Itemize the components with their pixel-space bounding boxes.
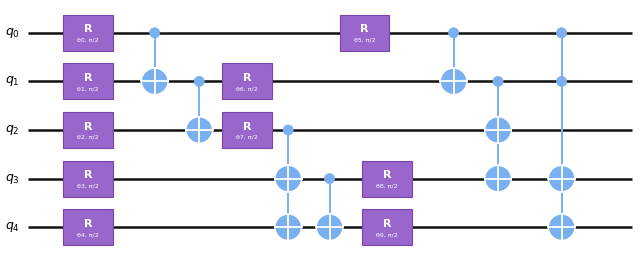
Ellipse shape [548, 214, 575, 240]
FancyBboxPatch shape [63, 63, 113, 99]
Text: $q_{3}$: $q_{3}$ [5, 172, 20, 186]
Ellipse shape [283, 125, 293, 135]
FancyBboxPatch shape [340, 15, 389, 51]
FancyBboxPatch shape [222, 112, 271, 148]
Text: $q_{2}$: $q_{2}$ [5, 123, 20, 137]
Ellipse shape [275, 214, 301, 240]
Text: θ2, π/2: θ2, π/2 [77, 135, 99, 140]
Text: R: R [84, 73, 92, 83]
Ellipse shape [493, 76, 503, 86]
FancyBboxPatch shape [362, 161, 412, 197]
Text: $q_{4}$: $q_{4}$ [5, 220, 20, 234]
Ellipse shape [283, 174, 293, 184]
Text: θ6, π/2: θ6, π/2 [236, 86, 258, 91]
FancyBboxPatch shape [222, 63, 271, 99]
Text: R: R [84, 170, 92, 180]
Text: $q_{0}$: $q_{0}$ [5, 26, 20, 40]
Text: θ4, π/2: θ4, π/2 [77, 232, 99, 237]
Ellipse shape [484, 117, 511, 143]
Ellipse shape [493, 125, 503, 135]
Ellipse shape [548, 165, 575, 192]
FancyBboxPatch shape [63, 112, 113, 148]
FancyBboxPatch shape [362, 209, 412, 245]
Text: R: R [84, 24, 92, 35]
Text: θ3, π/2: θ3, π/2 [77, 183, 99, 188]
Text: θ1, π/2: θ1, π/2 [77, 86, 99, 91]
Text: θ9, π/2: θ9, π/2 [376, 232, 397, 237]
FancyBboxPatch shape [63, 161, 113, 197]
Ellipse shape [150, 28, 160, 38]
Text: R: R [383, 219, 391, 229]
Ellipse shape [557, 28, 566, 38]
Ellipse shape [275, 165, 301, 192]
Text: θ8, π/2: θ8, π/2 [376, 183, 397, 188]
Ellipse shape [440, 68, 467, 95]
Text: θ5, π/2: θ5, π/2 [354, 38, 375, 43]
Text: θ7, π/2: θ7, π/2 [236, 135, 258, 140]
Text: $q_{1}$: $q_{1}$ [5, 74, 20, 88]
Ellipse shape [484, 165, 511, 192]
Text: θ0, π/2: θ0, π/2 [77, 38, 99, 43]
Text: R: R [243, 122, 251, 132]
Ellipse shape [186, 117, 212, 143]
Text: R: R [84, 122, 92, 132]
Ellipse shape [194, 76, 204, 86]
Ellipse shape [557, 76, 566, 86]
Ellipse shape [141, 68, 168, 95]
Text: R: R [360, 24, 369, 35]
Ellipse shape [449, 28, 459, 38]
Text: R: R [243, 73, 251, 83]
FancyBboxPatch shape [63, 15, 113, 51]
Text: R: R [84, 219, 92, 229]
Ellipse shape [316, 214, 343, 240]
FancyBboxPatch shape [63, 209, 113, 245]
Text: R: R [383, 170, 391, 180]
Ellipse shape [324, 174, 335, 184]
